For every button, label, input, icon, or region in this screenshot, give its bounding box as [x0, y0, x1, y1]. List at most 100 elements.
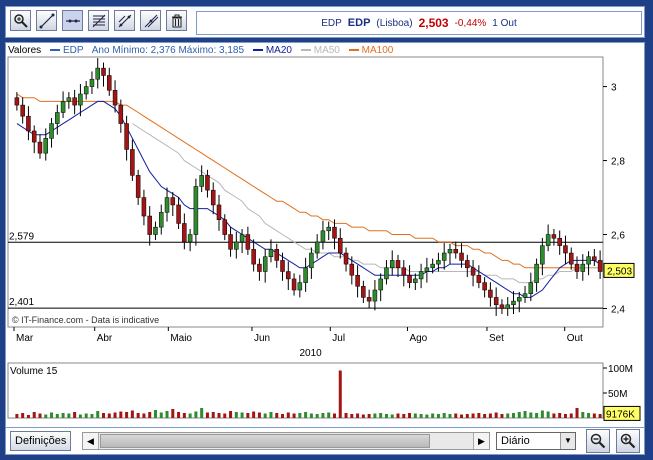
scroll-right-icon[interactable]: ▶ — [473, 433, 489, 449]
volume-bar — [575, 408, 579, 418]
trash-button[interactable] — [166, 10, 187, 31]
volume-bar — [523, 411, 527, 418]
zoom-out-button[interactable] — [586, 429, 610, 453]
chart-area[interactable]: 3 2,8 2,6 2,4 2,579 2,401 2,503 © IT-Finance.co… — [5, 42, 645, 432]
candle-body — [170, 197, 176, 206]
candle-body — [320, 230, 326, 243]
volume-bar — [563, 414, 567, 418]
candle-body — [182, 223, 187, 243]
chart-legend: Valores EDP Ano Mínimo: 2,376 Máximo: 3,… — [8, 45, 399, 56]
volume-bar — [73, 412, 77, 418]
volume-bar — [569, 413, 573, 418]
horizontal-line-button[interactable] — [62, 10, 83, 31]
candle-body — [326, 226, 331, 232]
candle-body — [297, 282, 303, 291]
candle-body — [26, 115, 31, 132]
volume-bar — [102, 413, 106, 418]
volume-bar — [390, 414, 394, 418]
candle-body — [262, 256, 268, 272]
ma100-line — [16, 93, 601, 269]
volume-bar — [188, 413, 192, 418]
candle-body — [545, 234, 551, 246]
trend-arrows-button[interactable] — [114, 10, 135, 31]
volume-bar — [286, 412, 290, 418]
volume-bar — [327, 412, 331, 418]
volume-bar — [148, 412, 152, 418]
candle-body — [488, 289, 493, 298]
volume-bar — [436, 414, 440, 418]
volume-bar — [229, 411, 233, 418]
scroll-thumb[interactable] — [100, 434, 430, 448]
legend-ma50[interactable]: MA50 — [300, 45, 340, 56]
candle-body — [470, 267, 476, 276]
candle-body — [31, 130, 37, 143]
volume-bar — [67, 413, 71, 418]
volume-bar — [448, 414, 452, 418]
parallel-lines-button[interactable] — [140, 10, 161, 31]
zoom-in-button[interactable] — [616, 429, 640, 453]
scroll-left-icon[interactable]: ◀ — [83, 433, 99, 449]
candle-body — [291, 278, 297, 291]
time-scrollbar[interactable]: ◀ ▶ — [82, 432, 490, 450]
candle-body — [118, 104, 124, 124]
chevron-down-icon[interactable]: ▼ — [560, 433, 575, 449]
candle-body — [447, 249, 453, 254]
candle-body — [257, 263, 262, 272]
volume-bar — [113, 412, 117, 418]
volume-last-label: 9176K — [606, 409, 635, 420]
volume-bar — [26, 415, 30, 418]
volume-bar — [581, 412, 585, 418]
candle-body — [216, 204, 222, 220]
zoom-in-tool-button[interactable] — [10, 10, 31, 31]
candle-body — [424, 267, 430, 272]
candle-body — [222, 219, 228, 235]
volume-bar — [223, 413, 227, 418]
settings-button[interactable]: Definições — [10, 431, 72, 451]
candle-body — [551, 234, 557, 239]
candle-body — [239, 234, 245, 243]
volume-bar — [50, 412, 54, 418]
candle-body — [176, 204, 181, 224]
legend-ma20[interactable]: MA20 — [252, 45, 292, 56]
volume-bar — [419, 414, 423, 418]
volume-bar — [125, 412, 129, 418]
x-tick-label: Ago — [409, 333, 427, 344]
volume-bar — [217, 413, 221, 418]
legend-ma100[interactable]: MA100 — [348, 45, 393, 56]
quote-price: 2,503 — [418, 16, 449, 30]
volume-bar — [373, 413, 377, 418]
volume-bar — [182, 413, 186, 418]
volume-bar — [598, 414, 602, 418]
volume-bar — [32, 412, 36, 418]
volume-bar — [136, 413, 140, 418]
candle-body — [89, 78, 95, 87]
candle-body — [43, 138, 49, 154]
volume-bar — [379, 413, 383, 418]
volume-bar — [15, 414, 19, 418]
candle-body — [141, 197, 147, 217]
volume-bar — [471, 413, 475, 418]
volume-bar — [211, 412, 215, 418]
volume-bar — [298, 413, 302, 418]
period-value: Diário — [501, 435, 530, 447]
draw-line-button[interactable] — [36, 10, 57, 31]
candle-body — [407, 274, 412, 283]
price-chart[interactable]: 3 2,8 2,6 2,4 2,579 2,401 2,503 © IT-Finance.co… — [6, 43, 646, 429]
fibonacci-button[interactable] — [88, 10, 109, 31]
volume-bar — [511, 413, 515, 418]
volume-bar — [240, 412, 244, 418]
candle-body — [413, 278, 418, 283]
volume-bar — [96, 411, 100, 418]
volume-bar — [246, 413, 250, 418]
volume-bar — [500, 414, 504, 418]
quote-symbol-small: EDP — [321, 17, 342, 29]
volume-bar — [535, 413, 539, 418]
period-select[interactable]: Diário ▼ — [496, 432, 576, 450]
candle-body — [436, 260, 441, 265]
x-tick-label: Jun — [254, 333, 270, 344]
volume-bar — [332, 413, 336, 418]
volume-bar — [506, 413, 510, 418]
candle-body — [251, 249, 256, 265]
volume-bar — [281, 414, 285, 418]
volume-bar — [194, 411, 198, 418]
